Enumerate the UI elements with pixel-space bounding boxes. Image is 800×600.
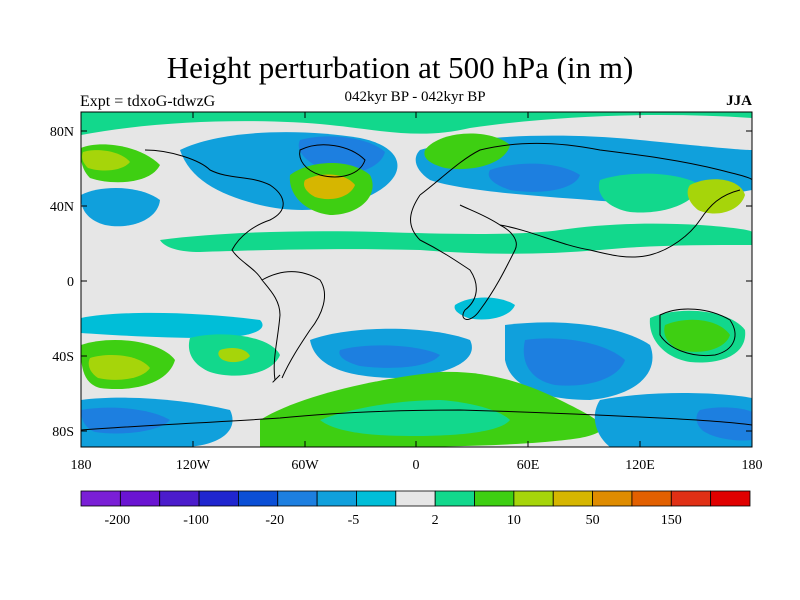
contour-sw-africa-cyan <box>454 297 515 320</box>
x-tick-label: 120W <box>176 458 211 473</box>
y-tick-label: 0 <box>67 275 74 290</box>
colorbar-swatch <box>80 490 121 507</box>
colorbar-label: -100 <box>183 513 209 528</box>
y-tick-label: 80S <box>52 425 74 440</box>
contour-eastasia-green <box>598 173 700 213</box>
contour-arctic-green <box>81 112 752 135</box>
colorbar-label: -200 <box>105 513 131 528</box>
x-tick-label: 0 <box>413 458 420 473</box>
australia-coast <box>659 308 736 357</box>
contour-south-cyan-west <box>81 312 263 338</box>
contour-australia-green-deep <box>664 319 730 352</box>
greenland-coast <box>299 144 366 178</box>
experiment-label: Expt = tdxoG-tdwzG <box>80 93 216 110</box>
contour-southern-ocean-light <box>320 400 510 436</box>
colorbar-swatch <box>631 490 672 507</box>
x-tick-label: 60W <box>291 458 319 473</box>
colorbar <box>80 490 751 507</box>
y-tick-label: 80N <box>50 125 74 140</box>
colorbar-swatch <box>316 490 357 507</box>
coastlines <box>81 142 752 431</box>
colorbar-labels: -200 -100 -20 -5 2 10 50 150 <box>105 513 682 528</box>
contour-scandinavia-green <box>424 133 510 170</box>
contour-field <box>81 112 752 447</box>
contour-south-yellowgreen-2 <box>218 348 250 363</box>
colorbar-swatch <box>434 490 475 507</box>
colorbar-swatch <box>119 490 161 507</box>
eurasia-north-coast <box>419 142 752 196</box>
colorbar-label: 10 <box>507 513 521 528</box>
contour-eastasia-yellowgreen <box>687 179 745 214</box>
colorbar-label: -20 <box>265 513 284 528</box>
contour-southatlantic-blue-deep <box>339 345 440 368</box>
contour-eurasia-blue-deep <box>488 163 580 192</box>
antarctica-coast <box>81 409 752 431</box>
asia-south-coast <box>499 189 741 258</box>
colorbar-label: 2 <box>432 513 439 528</box>
y-tick-label: 40S <box>52 350 74 365</box>
x-tick-labels: 180 120W 60W 0 60E 120E 180 <box>71 458 763 473</box>
x-tick-label: 180 <box>71 458 92 473</box>
plot-subtitle: 042kyr BP - 042kyr BP <box>344 89 486 105</box>
contour-atlantic-yellow <box>304 174 355 200</box>
contour-pacific-blue <box>81 188 160 227</box>
colorbar-swatch <box>356 490 397 507</box>
colorbar-swatch <box>710 490 751 507</box>
x-tick-label: 180 <box>742 458 763 473</box>
x-tick-label: 60E <box>517 458 540 473</box>
africa-coast <box>410 194 517 320</box>
colorbar-swatch <box>198 490 239 507</box>
contour-antarctic-blue-east-deep <box>696 407 752 441</box>
contour-nwpacific-yellowgreen <box>82 150 130 171</box>
colorbar-swatch <box>277 490 318 507</box>
colorbar-swatch <box>474 490 515 507</box>
y-tick-labels: 80N 40N 0 40S 80S <box>50 125 74 440</box>
contour-indian-blue-deep <box>523 338 625 386</box>
colorbar-swatch <box>159 490 200 507</box>
colorbar-label: -5 <box>348 513 360 528</box>
tick-marks <box>81 112 752 447</box>
colorbar-swatch <box>592 490 633 507</box>
colorbar-label: 50 <box>586 513 600 528</box>
contour-southpacific-yellowgreen <box>88 355 150 380</box>
colorbar-swatch <box>552 490 593 507</box>
americas-west-coast <box>144 149 284 383</box>
contour-antarctic-blue-west-deep <box>81 407 170 434</box>
colorbar-swatch <box>670 490 712 507</box>
colorbar-label: 150 <box>661 513 682 528</box>
south-america-coast <box>261 271 325 379</box>
colorbar-swatch <box>513 490 554 507</box>
contour-tropical-green <box>160 223 752 254</box>
y-tick-label: 40N <box>50 200 74 215</box>
plot-title: Height perturbation at 500 hPa (in m) <box>166 50 634 85</box>
colorbar-swatch <box>238 490 279 507</box>
season-label: JJA <box>726 93 752 109</box>
x-tick-label: 120E <box>625 458 655 473</box>
colorbar-swatch <box>395 490 436 507</box>
